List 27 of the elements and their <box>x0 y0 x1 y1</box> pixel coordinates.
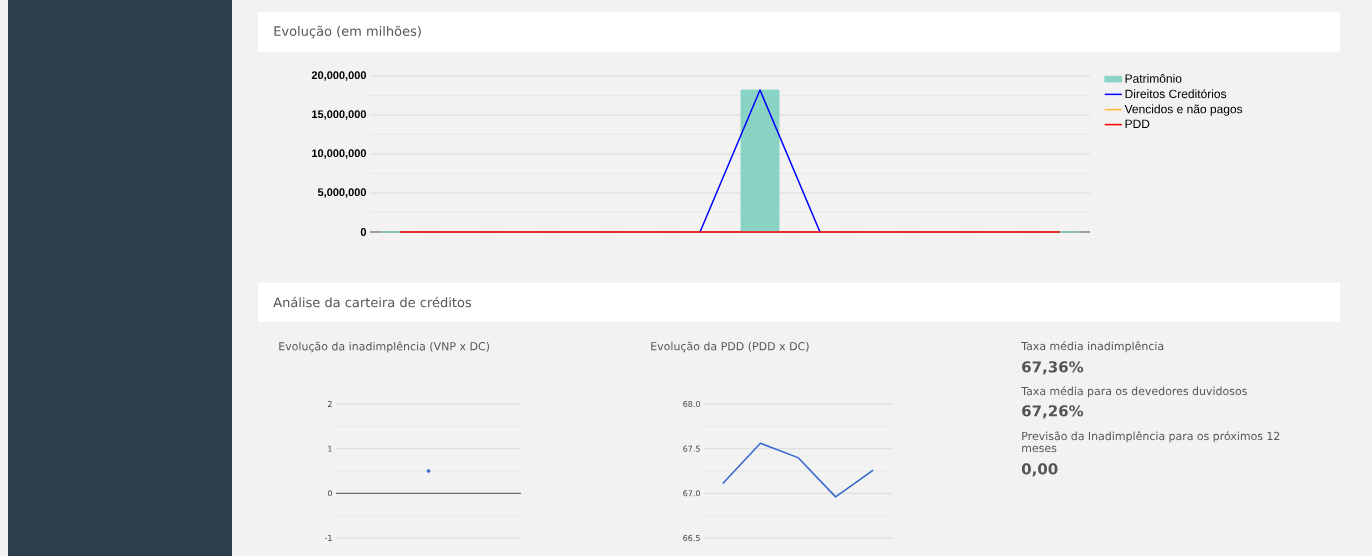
y-tick-label: 1 <box>328 445 332 452</box>
y-tick-label: -1 <box>324 535 332 541</box>
y-tick-label: 5,000,000 <box>317 188 367 198</box>
y-tick-label: 68.0 <box>683 400 700 408</box>
y-tick-label: 10,000,000 <box>312 149 367 159</box>
chart-title: Evolução da PDD (PDD x DC) <box>651 341 809 353</box>
text: 0,00 <box>1021 463 1058 477</box>
chart-subtitle: Evolução da inadimplência (VNP x DC) <box>279 341 490 353</box>
legend-label: Vencidos e não pagos <box>1124 104 1243 116</box>
chart-title: Análise da carteira de créditos <box>273 296 472 308</box>
text: 67,36% <box>1022 361 1084 375</box>
text: Taxa média para os devedores duvidosos <box>1021 386 1247 398</box>
y-tick-label: 15,000,000 <box>312 110 367 120</box>
legend-label: PDD <box>1125 119 1150 128</box>
legend-label: Patrimônio <box>1125 73 1182 83</box>
y-tick-label: 2 <box>327 401 332 407</box>
y-tick-label: 67.0 <box>683 490 700 497</box>
text: Previsão da Inadimplência para os próximos 12 meses <box>1022 431 1280 453</box>
legend-label: Direitos Creditórios <box>1125 89 1227 99</box>
text: Taxa média inadimplência <box>1021 341 1164 353</box>
y-tick-label: 20,000,000 <box>311 71 367 81</box>
chart-title: Evolução (em milhões) <box>274 25 421 39</box>
y-tick-label: 0 <box>327 490 332 497</box>
y-tick-label: 66.5 <box>683 534 700 542</box>
y-tick-label: 0 <box>360 228 367 236</box>
text: 67,26% <box>1022 405 1084 419</box>
y-tick-label: 67.5 <box>683 445 700 452</box>
